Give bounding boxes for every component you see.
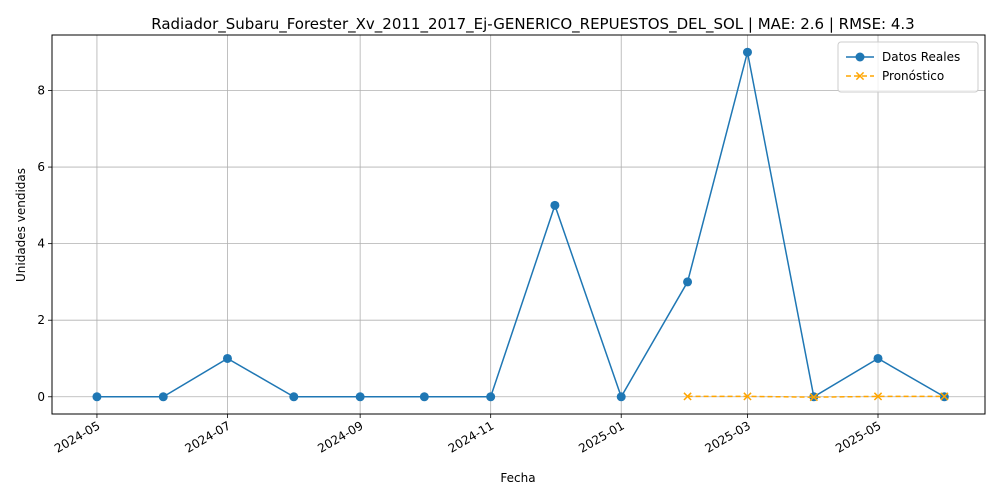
data-point-pronostico bbox=[873, 392, 883, 401]
y-axis-label: Unidades vendidas bbox=[14, 168, 28, 282]
y-tick-label: 8 bbox=[37, 84, 45, 98]
series-datos-reales bbox=[92, 47, 949, 402]
data-point-datos-reales bbox=[683, 277, 693, 287]
series-line-datos-reales bbox=[96, 52, 945, 399]
x-tick-label: 2024-05 bbox=[52, 418, 102, 455]
y-tick-label: 0 bbox=[37, 390, 45, 404]
data-point-datos-reales bbox=[222, 353, 232, 363]
legend: Datos Reales Pronóstico bbox=[837, 41, 979, 93]
x-marker-stroke bbox=[809, 393, 818, 402]
data-point-datos-reales bbox=[92, 392, 102, 402]
legend-item-pronostico: Pronóstico bbox=[846, 69, 944, 83]
x-marker-stroke bbox=[683, 392, 692, 401]
legend-box bbox=[837, 41, 979, 93]
series-line-pronostico bbox=[687, 395, 945, 398]
legend-label-pronostico: Pronóstico bbox=[882, 69, 944, 83]
data-point-datos-reales bbox=[158, 392, 168, 402]
grid bbox=[52, 35, 985, 414]
x-tick-label: 2025-01 bbox=[576, 418, 626, 455]
legend-item-datos-reales: Datos Reales bbox=[846, 50, 960, 64]
legend-marker-datos-reales bbox=[855, 52, 865, 62]
data-point-datos-reales bbox=[289, 392, 299, 402]
x-axis: 2024-05 2024-07 2024-09 2024-11 2025-01 2025-… bbox=[52, 414, 884, 456]
plot-area-frame bbox=[51, 34, 986, 415]
y-axis: 0 2 4 6 8 bbox=[37, 84, 52, 404]
x-axis-label: Fecha bbox=[500, 471, 535, 485]
chart-title: Radiador_Subaru_Forester_Xv_2011_2017_Ej… bbox=[151, 15, 914, 34]
legend-marker-pronostico bbox=[855, 71, 865, 81]
data-point-datos-reales bbox=[355, 392, 365, 402]
data-point-pronostico bbox=[809, 393, 818, 402]
y-tick-label: 4 bbox=[37, 237, 45, 251]
series-layer bbox=[92, 47, 949, 402]
x-marker-stroke bbox=[855, 71, 865, 81]
data-point-datos-reales bbox=[550, 200, 560, 210]
x-tick-label: 2025-03 bbox=[703, 418, 753, 455]
data-point-datos-reales bbox=[873, 353, 883, 363]
y-tick-label: 6 bbox=[37, 160, 45, 174]
legend-label-datos-reales: Datos Reales bbox=[882, 50, 960, 64]
x-tick-label: 2024-11 bbox=[446, 418, 496, 455]
x-marker-stroke bbox=[940, 392, 949, 401]
x-tick-label: 2024-09 bbox=[315, 418, 365, 455]
data-point-datos-reales bbox=[486, 392, 496, 402]
series-pronostico bbox=[683, 392, 949, 402]
data-point-datos-reales bbox=[742, 47, 752, 57]
x-marker-stroke bbox=[743, 392, 752, 401]
data-point-datos-reales bbox=[616, 392, 626, 402]
x-marker-stroke bbox=[873, 392, 883, 401]
data-point-pronostico bbox=[940, 392, 949, 401]
data-point-pronostico bbox=[683, 392, 692, 401]
x-tick-label: 2025-05 bbox=[833, 418, 883, 455]
x-tick-label: 2024-07 bbox=[183, 418, 233, 455]
data-point-datos-reales bbox=[419, 392, 429, 402]
data-point-pronostico bbox=[743, 392, 752, 401]
y-tick-label: 2 bbox=[37, 313, 45, 327]
